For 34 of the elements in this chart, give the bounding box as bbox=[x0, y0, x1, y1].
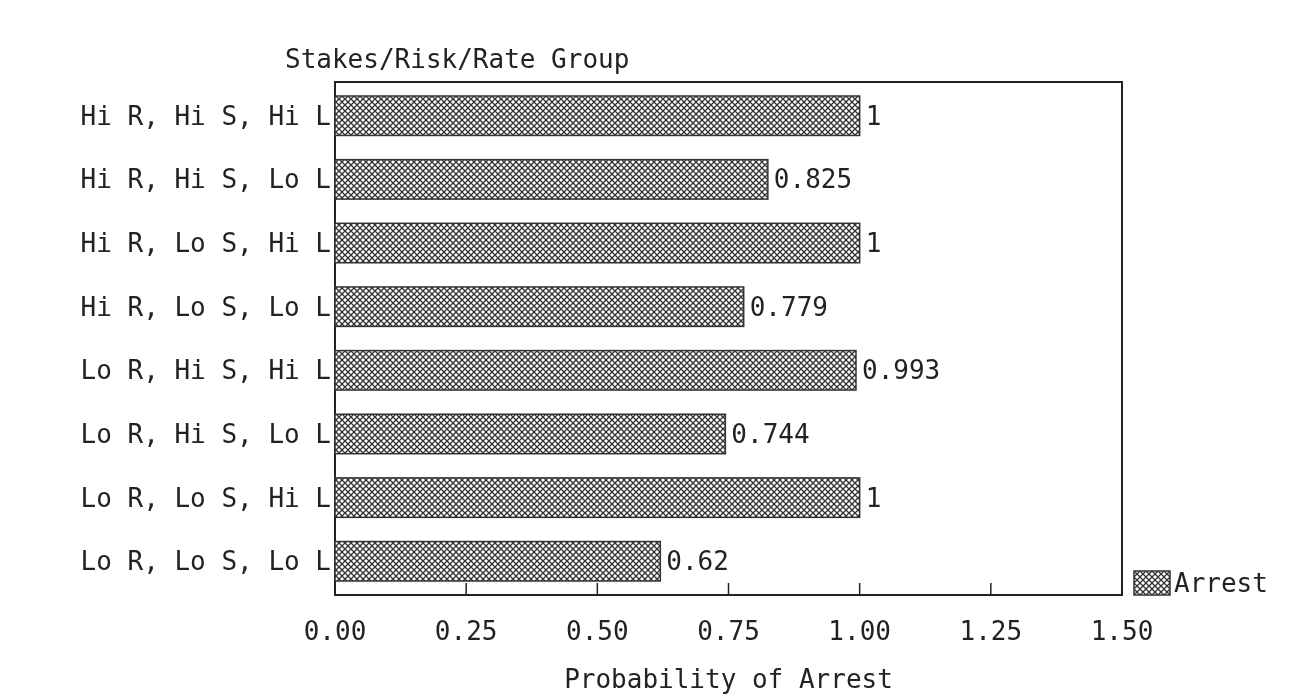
bar bbox=[334, 95, 861, 137]
bar bbox=[334, 540, 662, 582]
x-tick-label: 1.25 bbox=[959, 616, 1023, 646]
data-label: 0.825 bbox=[773, 164, 853, 195]
x-axis-title: Probability of Arrest bbox=[564, 664, 893, 694]
x-tick-label: 1.50 bbox=[1090, 616, 1154, 646]
data-label: 0.62 bbox=[666, 546, 729, 577]
y-tick-label: Lo R, Hi S, Lo L bbox=[80, 419, 331, 450]
y-tick-label: Lo R, Lo S, Lo L bbox=[80, 546, 331, 577]
data-label: 1 bbox=[865, 228, 882, 259]
data-label: 1 bbox=[865, 100, 882, 131]
data-label: 1 bbox=[865, 482, 882, 513]
x-tick-label: 0.00 bbox=[303, 616, 367, 646]
y-tick-label: Hi R, Lo S, Hi L bbox=[80, 228, 331, 259]
y-tick-label: Hi R, Hi S, Lo L bbox=[80, 164, 331, 195]
y-tick-label: Hi R, Hi S, Hi L bbox=[80, 100, 331, 131]
bar bbox=[334, 158, 769, 200]
data-label: 0.993 bbox=[861, 355, 941, 386]
y-axis-title: Stakes/Risk/Rate Group bbox=[285, 44, 630, 74]
x-tick-label: 1.00 bbox=[828, 616, 891, 646]
data-label: 0.744 bbox=[731, 419, 810, 450]
bar bbox=[334, 349, 857, 391]
x-tick-label: 0.25 bbox=[434, 616, 498, 646]
y-tick-label: Lo R, Hi S, Hi L bbox=[80, 355, 331, 386]
bar bbox=[334, 222, 861, 264]
x-tick-label: 0.50 bbox=[566, 616, 629, 646]
y-tick-label: Hi R, Lo S, Lo L bbox=[80, 291, 331, 322]
data-label: 0.779 bbox=[749, 291, 828, 322]
bar bbox=[334, 413, 727, 455]
bar bbox=[334, 477, 861, 519]
bar bbox=[334, 286, 745, 328]
x-tick-label: 0.75 bbox=[697, 616, 760, 646]
legend-label: Arrest bbox=[1174, 568, 1268, 599]
y-tick-label: Lo R, Lo S, Hi L bbox=[80, 482, 331, 513]
